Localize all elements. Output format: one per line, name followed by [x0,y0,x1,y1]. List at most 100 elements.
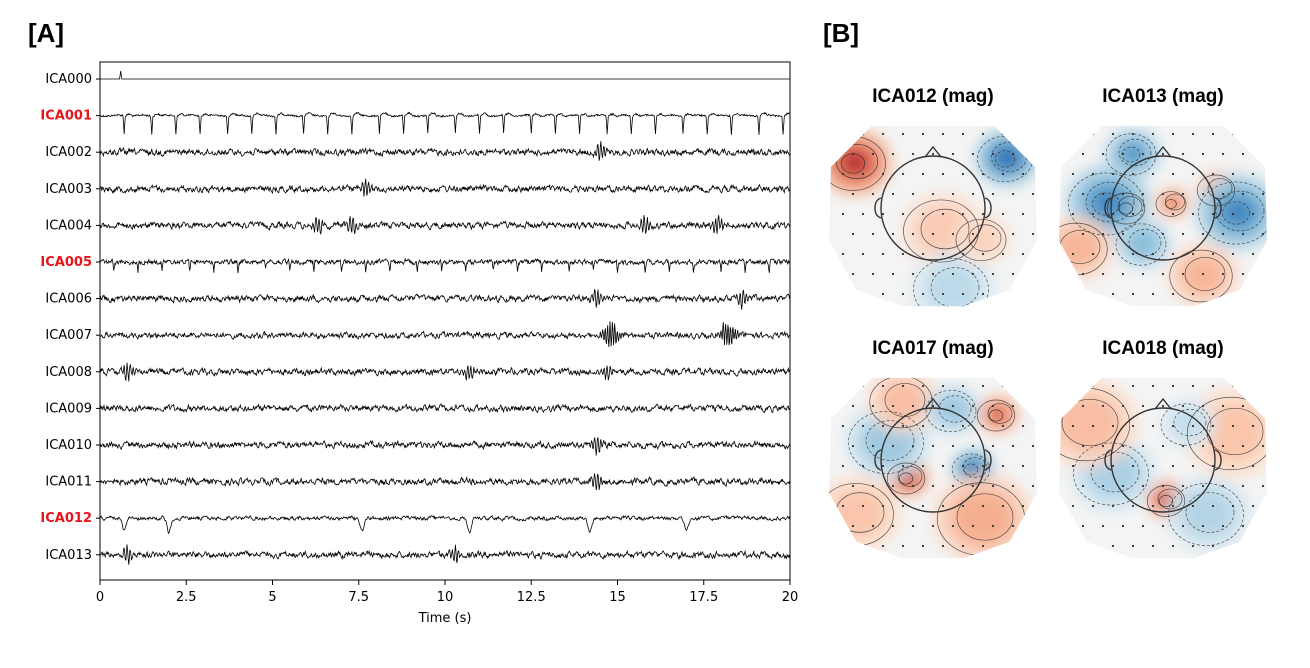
topomap-contour [951,453,991,486]
sensor-dot [1021,424,1025,428]
sensor-dot [941,252,945,256]
topomap-contour [1198,181,1267,245]
sensor-dot [1201,232,1205,236]
sensor-dot [971,232,975,236]
topomap-blob [1170,407,1206,440]
topomap-field [1059,125,1267,307]
y-tick-label-ica002: ICA002 [45,145,92,160]
topomap-contour [1168,483,1244,546]
sensor-dot [1011,232,1015,236]
sensor-dot [1171,504,1175,508]
sensor-dot [931,524,935,528]
sensor-dot [1071,464,1075,468]
sensor-dot [1031,152,1035,156]
sensor-dot [881,504,885,508]
sensor-dot [1081,524,1085,528]
sensor-dot [1161,524,1165,528]
topomap-contour [1186,396,1267,471]
left-ear-outline [874,197,882,219]
series-line-ica001 [99,111,791,135]
sensor-dot [1121,272,1125,276]
sensor-dot [1241,152,1245,156]
sensor-dot [1261,232,1265,236]
left-ear-outline [1104,449,1112,471]
sensor-dot [1151,464,1155,468]
sensor-dot [851,272,855,276]
sensor-dot [941,212,945,216]
sensor-dot [1081,192,1085,196]
sensor-dot [861,212,865,216]
sensor-dot [841,384,845,388]
topomap-contour [1207,178,1233,199]
sensor-dot [1081,232,1085,236]
sensor-dot [871,524,875,528]
sensor-dot [1071,384,1075,388]
sensor-dot [1021,504,1025,508]
sensor-dot [901,292,905,296]
sensor-dot [871,272,875,276]
sensor-dot [1131,384,1135,388]
panel-label-a: [A] [28,18,65,48]
sensor-dot [891,444,895,448]
sensor-dot [851,524,855,528]
series-line-ica011 [99,473,791,491]
sensor-dot [861,132,865,136]
topomap-contour [1121,146,1141,163]
sensor-dot [1091,132,1095,136]
topomap-title: ICA012 (mag) [872,86,994,107]
sensor-dot [1151,172,1155,176]
sensor-dot [1231,464,1235,468]
sensor-dot [1131,132,1135,136]
sensor-dot [941,172,945,176]
sensor-dot [861,172,865,176]
sensor-dot [931,272,935,276]
sensor-dot [1071,424,1075,428]
sensor-dot [851,232,855,236]
sensor-dot [1201,192,1205,196]
sensor-dot [1171,384,1175,388]
sensor-dot [981,132,985,136]
sensor-dot [951,272,955,276]
sensor-dot [961,384,965,388]
sensor-dot [1191,292,1195,296]
sensor-dot [991,404,995,408]
topomap-canvas [829,377,1037,559]
sensor-dot [1241,272,1245,276]
series-line-ica004 [99,215,791,235]
sensor-dot [911,192,915,196]
sensor-dot [931,232,935,236]
topomap-contour [897,466,923,487]
topomap-contour [913,258,989,307]
sensor-dot [1111,132,1115,136]
sensor-dot [1161,232,1165,236]
sensor-dot [1081,404,1085,408]
panel-label-b: [B] [823,18,860,48]
sensor-dot [1001,252,1005,256]
topomap-blob [935,393,971,427]
sensor-dot [1161,404,1165,408]
sensor-dot [1131,424,1135,428]
sensor-dot [911,524,915,528]
sensor-dot [841,504,845,508]
topomap-blob-core [843,151,867,174]
sensor-dot [981,424,985,428]
sensor-dot [1191,384,1195,388]
x-tick-label: 0 [96,590,104,605]
sensor-dot [1131,504,1135,508]
sensor-dot [1111,424,1115,428]
topomap-blob [951,489,1015,547]
sensor-dot [961,212,965,216]
sensor-dot [911,444,915,448]
topomap-contour [1146,485,1186,517]
topomap-title: ICA017 (mag) [872,338,994,359]
topomap-blob-core [1124,145,1142,162]
sensor-dot [1221,152,1225,156]
sensor-dot [921,132,925,136]
sensor-dot [851,404,855,408]
topomap-field [829,377,1037,559]
topomap-contour [1165,193,1185,211]
sensor-dot [991,152,995,156]
sensor-dot [951,524,955,528]
sensor-dot [881,292,885,296]
topomap-blob [926,264,980,307]
